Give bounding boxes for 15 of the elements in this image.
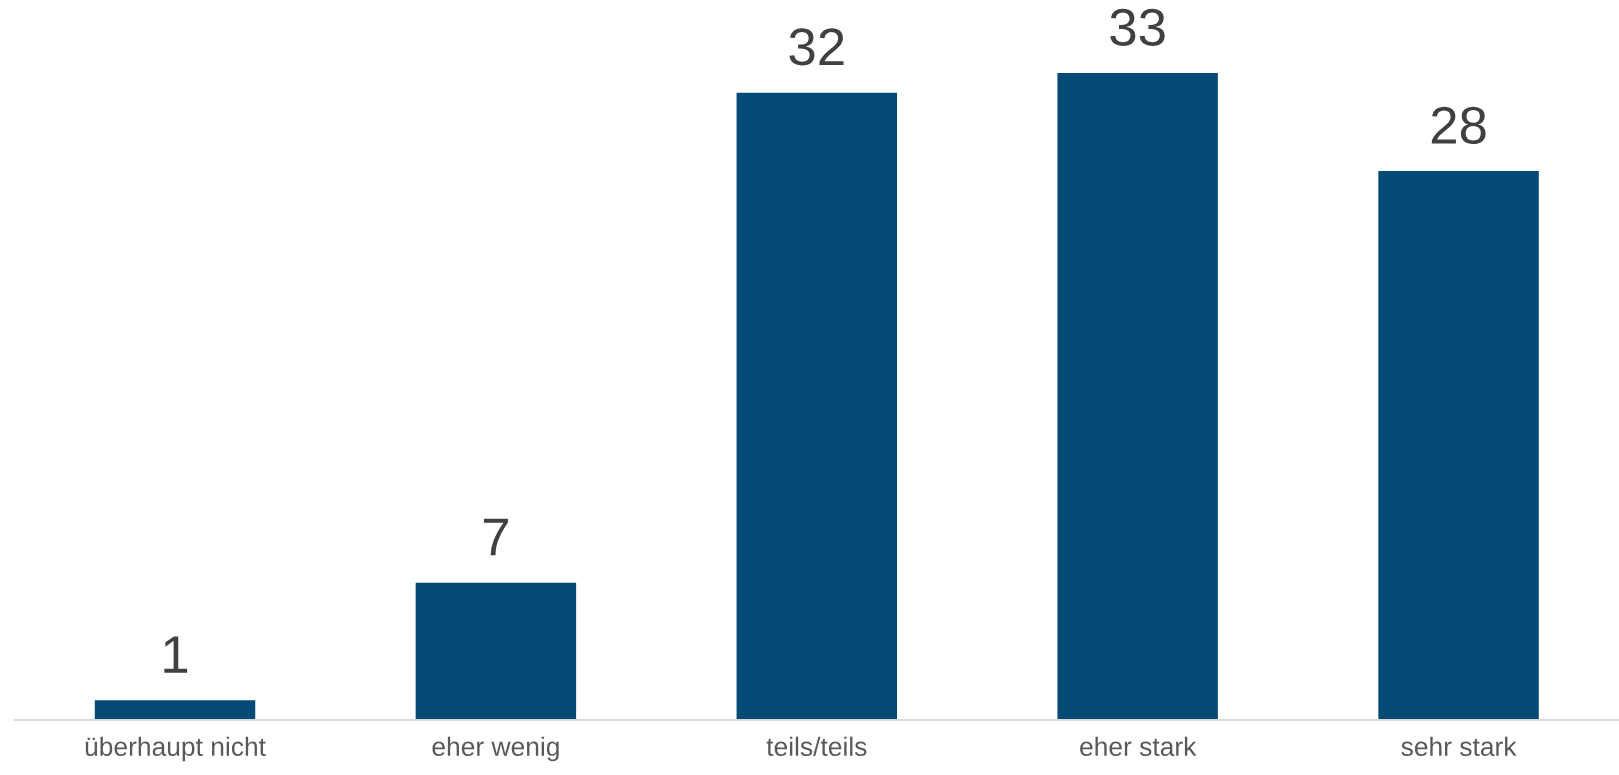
x-tick-label: teils/teils bbox=[766, 736, 867, 757]
x-tick-label: überhaupt nicht bbox=[85, 736, 266, 762]
x-tick-label: sehr stark bbox=[1401, 736, 1517, 757]
bar bbox=[736, 92, 898, 720]
data-label: 1 bbox=[164, 636, 188, 673]
bar bbox=[1057, 73, 1218, 720]
x-tick-label: eher stark bbox=[1080, 736, 1197, 757]
data-label: 28 bbox=[1431, 106, 1486, 145]
bar bbox=[415, 582, 577, 720]
bar bbox=[1378, 171, 1539, 720]
data-label: 7 bbox=[483, 518, 508, 556]
data-label: 32 bbox=[789, 28, 844, 66]
bar bbox=[94, 700, 256, 720]
data-label: 33 bbox=[1110, 8, 1165, 46]
x-tick-label: eher wenig bbox=[432, 736, 559, 762]
